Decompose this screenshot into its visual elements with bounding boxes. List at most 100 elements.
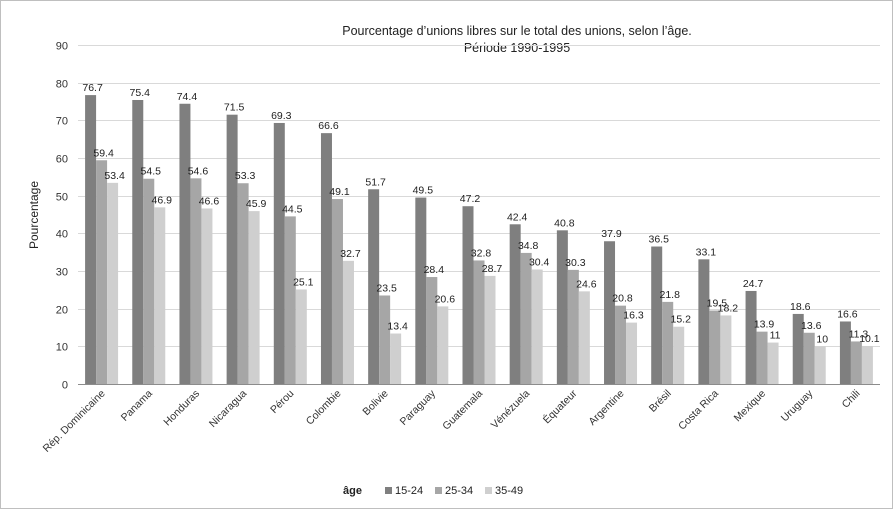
data-label: 16.6 [837, 308, 858, 320]
bars [85, 95, 873, 384]
bar [814, 346, 826, 384]
legend-swatch [385, 487, 392, 494]
bar [107, 182, 119, 384]
y-tick-label: 30 [56, 267, 68, 279]
chart-title: Pourcentage d’unions libres sur le total… [342, 24, 692, 38]
y-tick-label: 0 [62, 380, 68, 392]
data-label: 45.9 [246, 198, 267, 210]
data-label: 11.3 [849, 328, 869, 340]
bar [226, 114, 238, 384]
data-label: 10 [816, 333, 828, 345]
data-label: 18.2 [718, 302, 739, 314]
bar [368, 189, 380, 384]
bar [248, 211, 260, 384]
bar [273, 122, 285, 384]
bar [850, 341, 862, 384]
bar [390, 333, 402, 384]
category-label: Rép. Dominicaine [41, 388, 108, 455]
bar [615, 305, 627, 384]
bar [767, 342, 779, 384]
category-label: Uruguay [779, 387, 816, 424]
y-axis-label: Pourcentage [27, 181, 41, 249]
data-label: 21.8 [659, 289, 680, 301]
data-label: 66.6 [318, 120, 339, 132]
legend-entry: 25-34 [445, 485, 473, 497]
bar [709, 310, 721, 384]
legend-swatch [485, 487, 492, 494]
bar [720, 315, 732, 384]
data-label: 36.5 [648, 234, 669, 246]
bar [331, 199, 343, 384]
bar [792, 313, 804, 384]
bar [201, 208, 213, 384]
bar [437, 306, 449, 384]
data-label: 13.9 [754, 319, 775, 331]
data-label: 74.4 [177, 91, 198, 103]
data-label: 49.1 [329, 186, 350, 198]
legend-entry: 15-24 [395, 485, 423, 497]
bar [85, 95, 97, 384]
data-label: 15.2 [670, 314, 691, 326]
data-label: 32.8 [471, 247, 492, 259]
data-label: 71.5 [224, 102, 245, 114]
bar [154, 207, 166, 384]
category-label: Colombie [304, 388, 344, 428]
category-label: Paraguay [398, 387, 439, 428]
y-tick-label: 40 [56, 229, 68, 241]
bar [662, 301, 674, 384]
bar [651, 246, 663, 384]
category-label: Brésil [647, 388, 674, 415]
data-label: 11 [770, 330, 781, 342]
bar [698, 259, 710, 384]
data-label: 13.4 [387, 321, 408, 333]
data-label: 76.7 [82, 82, 103, 94]
data-label: 18.6 [790, 301, 811, 313]
y-tick-label: 70 [56, 116, 68, 128]
category-label: Chili [840, 388, 863, 411]
legend-entry: 35-49 [495, 485, 523, 497]
bar [284, 216, 296, 384]
legend: âge 15-24 25-34 35-49 [343, 485, 523, 497]
bar [509, 224, 521, 384]
bar [604, 241, 616, 384]
data-label: 42.4 [507, 211, 528, 223]
bar [295, 289, 307, 384]
category-label: Costa Rica [676, 388, 721, 433]
bar [756, 331, 768, 384]
y-tick-label: 80 [56, 79, 68, 91]
data-label: 46.9 [152, 194, 173, 206]
data-label: 32.7 [340, 248, 361, 260]
data-label: 28.4 [424, 264, 445, 276]
data-label: 51.7 [365, 176, 386, 188]
bar [190, 178, 202, 384]
data-label: 53.4 [104, 170, 125, 182]
bar [567, 269, 579, 384]
category-labels: Rép. Dominicaine Panama Honduras Nicaragua P… [41, 387, 863, 455]
data-label: 53.3 [235, 170, 256, 182]
bar [745, 290, 757, 384]
category-label: Vénézuela [489, 388, 533, 432]
bar [484, 275, 496, 384]
data-label: 44.5 [282, 203, 303, 215]
y-tick-label: 90 [56, 41, 68, 53]
y-tick-label: 60 [56, 154, 68, 166]
y-axis-ticks: 0 10 20 30 40 50 60 70 80 90 [56, 41, 68, 392]
data-label: 10.1 [859, 333, 880, 345]
data-label: 49.5 [413, 185, 434, 197]
bar [426, 277, 438, 384]
y-tick-label: 10 [56, 342, 68, 354]
bar [462, 206, 474, 384]
bar [531, 269, 543, 384]
bar [473, 260, 485, 384]
y-tick-label: 20 [56, 305, 68, 317]
bar [320, 133, 332, 384]
data-label: 47.2 [460, 193, 481, 205]
data-label: 54.6 [188, 165, 209, 177]
data-label: 24.7 [743, 278, 764, 290]
data-label: 59.4 [93, 147, 114, 159]
data-label: 75.4 [130, 87, 151, 99]
legend-title: âge [343, 485, 362, 497]
bar [342, 260, 354, 384]
bar [861, 345, 873, 384]
